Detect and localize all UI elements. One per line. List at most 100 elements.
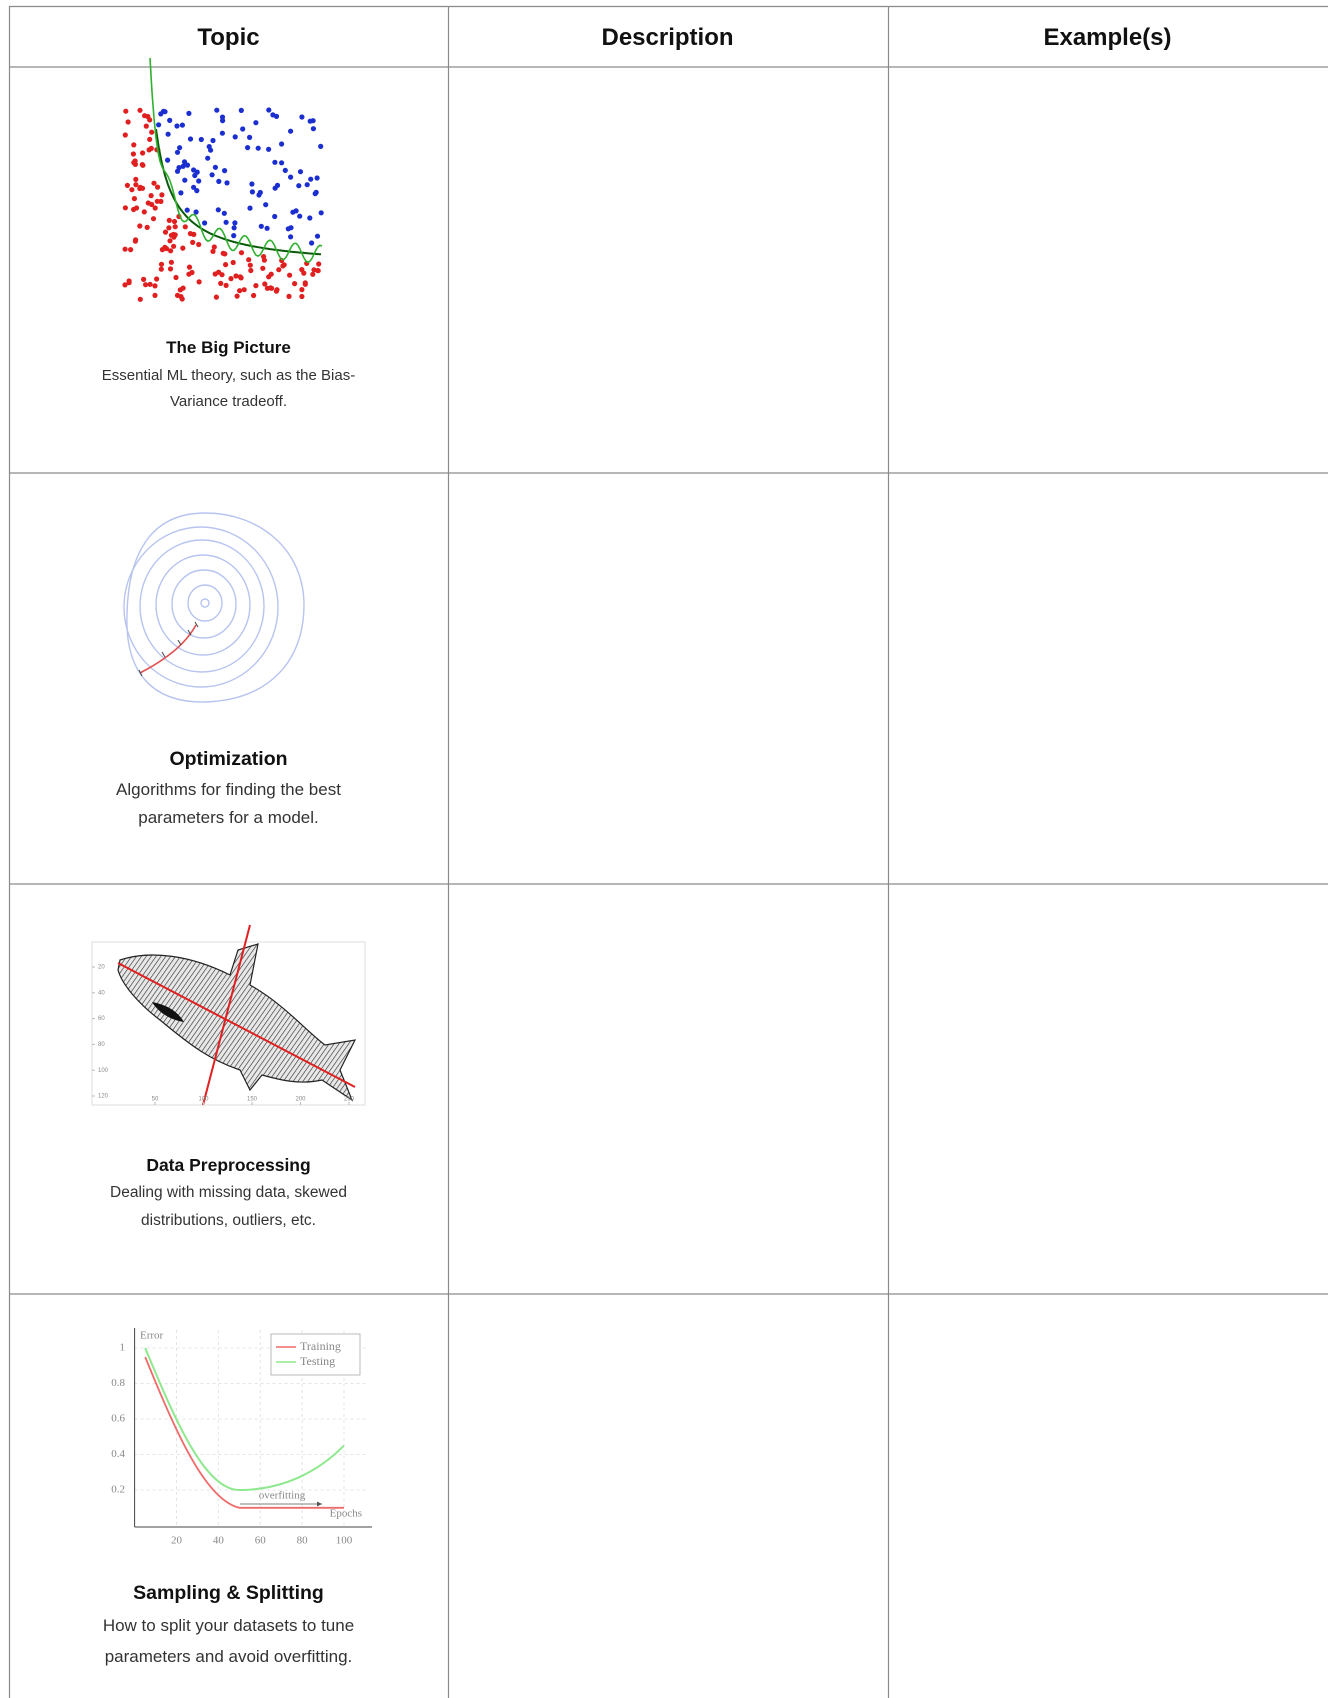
dot — [253, 120, 258, 125]
dot — [207, 144, 212, 149]
dot — [315, 234, 320, 239]
dot — [133, 177, 138, 182]
dot — [159, 267, 164, 272]
dot — [274, 289, 279, 294]
dot — [128, 247, 133, 252]
dot — [145, 225, 150, 230]
page: 2040608010012050100150200250 0.20.40.60.… — [0, 0, 1328, 1698]
y-tick-label: 80 — [98, 1042, 105, 1048]
dot — [266, 107, 271, 112]
dot — [316, 261, 321, 266]
dot — [248, 263, 253, 268]
dot — [125, 183, 130, 188]
x-tick-label: 20 — [171, 1535, 183, 1547]
dot — [172, 219, 177, 224]
dot — [127, 280, 132, 285]
y-tick-label: 1 — [120, 1342, 126, 1354]
topic-cell: The Big Picture Essential ML theory, suc… — [9, 336, 448, 415]
dot — [216, 179, 221, 184]
dot — [142, 209, 147, 214]
dot — [259, 224, 264, 229]
dot — [249, 181, 254, 186]
dot — [169, 260, 174, 265]
dot — [177, 145, 182, 150]
dot — [153, 205, 158, 210]
dot — [286, 226, 291, 231]
dot — [274, 114, 279, 119]
dot — [246, 257, 251, 262]
dot — [256, 146, 261, 151]
dot — [308, 177, 313, 182]
dot — [307, 215, 312, 220]
x-tick-label: 200 — [295, 1097, 306, 1103]
dot — [279, 141, 284, 146]
dot — [220, 131, 225, 136]
dot — [210, 249, 215, 254]
dot — [190, 240, 195, 245]
dot — [191, 185, 196, 190]
dot — [296, 183, 301, 188]
dot — [131, 207, 136, 212]
dot — [269, 272, 274, 277]
dot — [182, 178, 187, 183]
dot — [247, 206, 252, 211]
dot — [224, 180, 229, 185]
y-tick-label: 0.6 — [111, 1413, 125, 1425]
dot — [266, 147, 271, 152]
dot — [210, 138, 215, 143]
dot — [180, 123, 185, 128]
dot — [239, 108, 244, 113]
dot — [224, 220, 229, 225]
x-tick-label: 40 — [213, 1535, 225, 1547]
x-tick-label: 150 — [247, 1097, 258, 1103]
dot — [216, 270, 221, 275]
dot — [191, 167, 196, 172]
dot — [133, 182, 138, 187]
dot — [239, 275, 244, 280]
topic-cell: Sampling & Splitting How to split your d… — [9, 1579, 448, 1672]
x-tick-label: 50 — [152, 1097, 159, 1103]
dot — [233, 273, 238, 278]
dot — [178, 190, 183, 195]
dot — [315, 175, 320, 180]
dot — [220, 118, 225, 123]
contour-figure — [124, 513, 304, 702]
dot — [239, 250, 244, 255]
dot — [283, 168, 288, 173]
dot — [158, 111, 163, 116]
dot — [228, 276, 233, 281]
dot — [137, 108, 142, 113]
dot — [174, 123, 179, 128]
dot — [276, 267, 281, 272]
y-tick-label: 0.2 — [111, 1484, 125, 1496]
dot — [265, 226, 270, 231]
dot — [272, 214, 277, 219]
dot — [262, 258, 267, 263]
dot — [263, 202, 268, 207]
dot — [187, 265, 192, 270]
dot — [213, 165, 218, 170]
dot — [196, 178, 201, 183]
bias-variance-figure — [122, 58, 323, 302]
dot — [216, 207, 221, 212]
dot — [168, 266, 173, 271]
dot — [149, 193, 154, 198]
dot — [310, 272, 315, 277]
dot — [272, 160, 277, 165]
x-axis-label: Epochs — [330, 1508, 362, 1520]
x-tick-label: 60 — [255, 1535, 267, 1547]
dot — [308, 119, 313, 124]
dot — [202, 220, 207, 225]
dot — [165, 158, 170, 163]
dot — [299, 267, 304, 272]
dot — [242, 287, 247, 292]
dot — [145, 114, 150, 119]
dot — [210, 172, 215, 177]
topic-description: Algorithms for finding the best paramete… — [86, 776, 371, 832]
dot — [151, 216, 156, 221]
dot — [188, 136, 193, 141]
dot — [141, 277, 146, 282]
dot — [288, 129, 293, 134]
dot — [315, 268, 320, 273]
